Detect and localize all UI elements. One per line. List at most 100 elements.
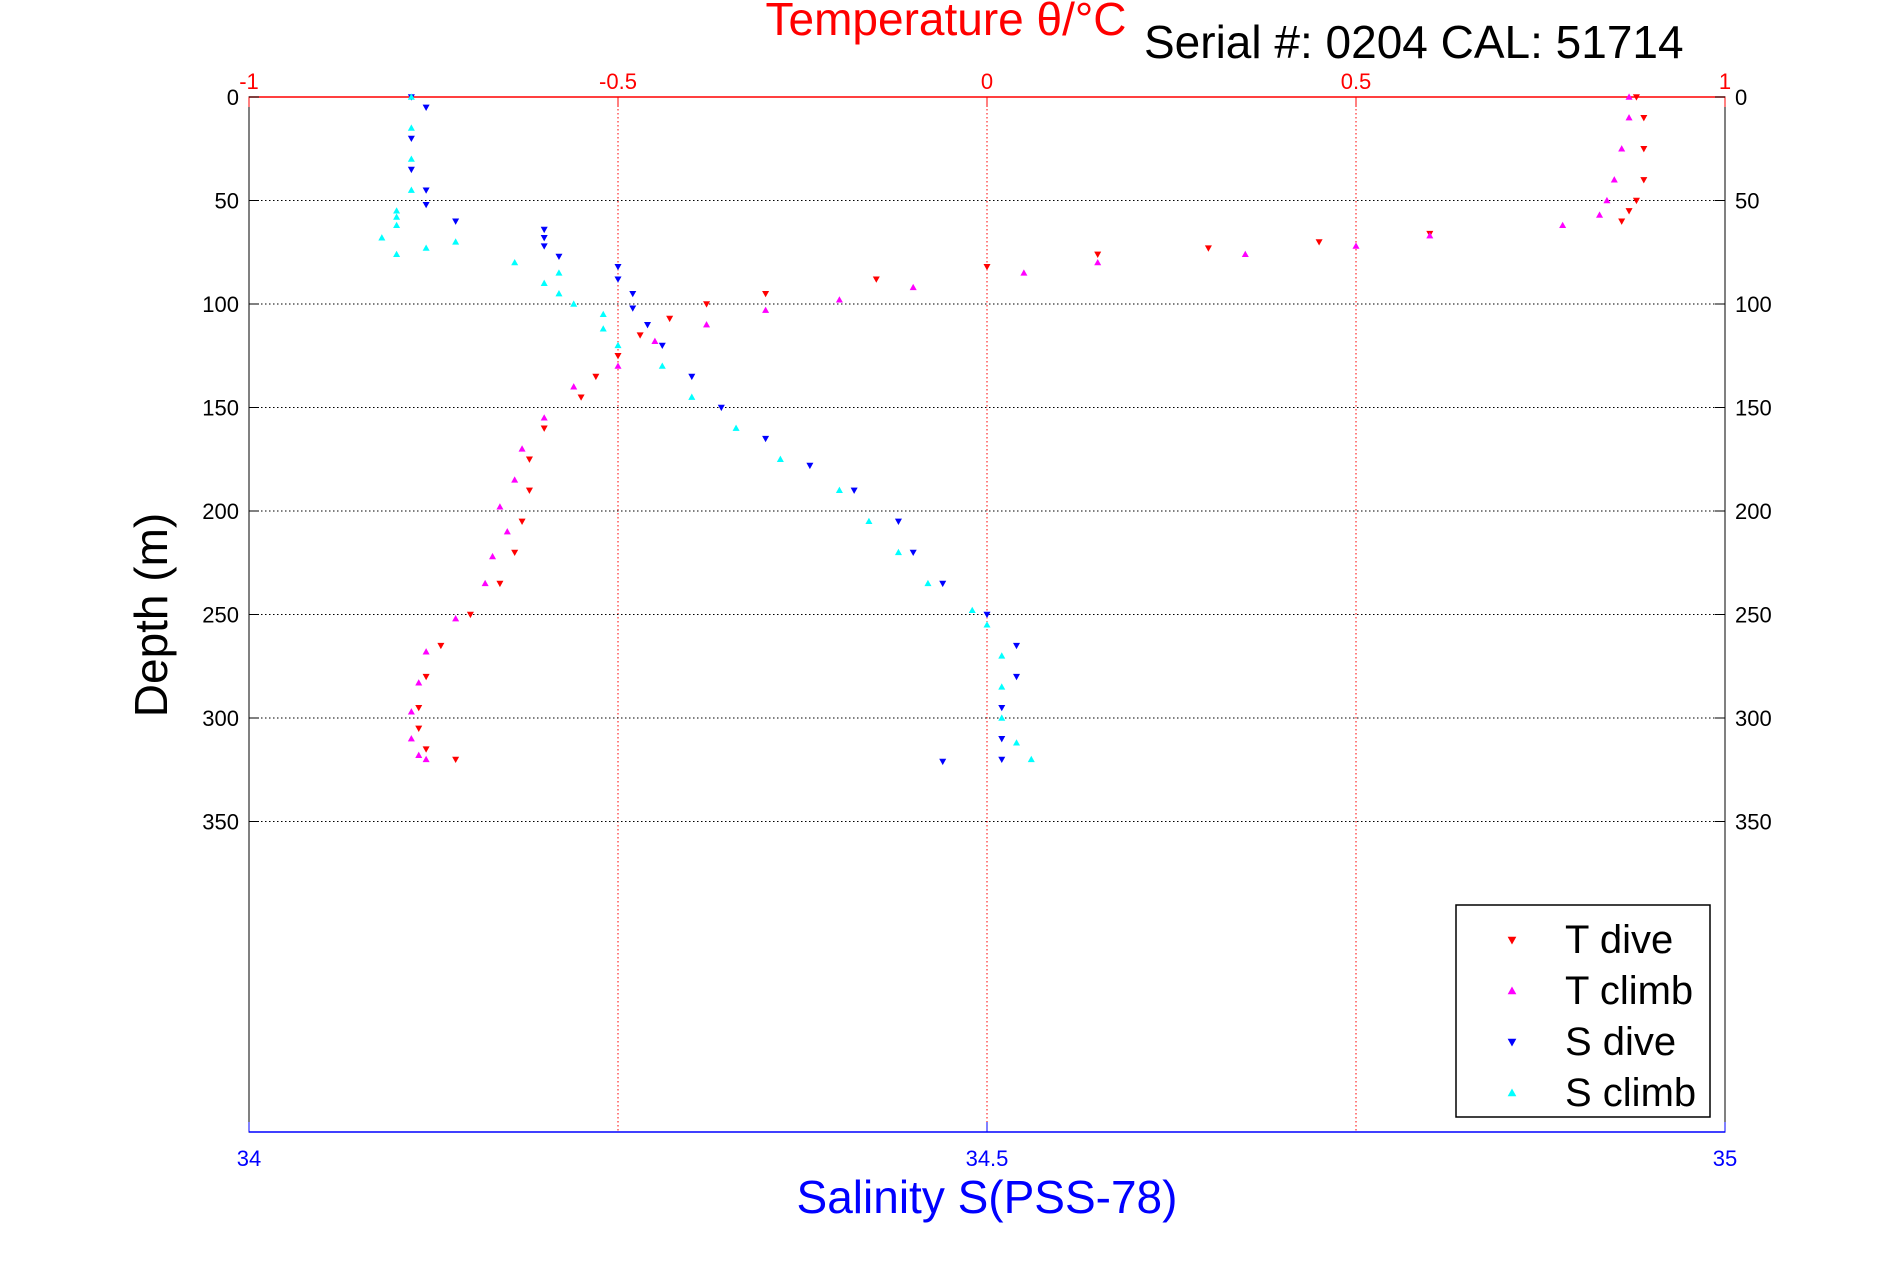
depth-tick-label-right: 0 [1735, 85, 1747, 110]
data-point [1640, 146, 1648, 153]
data-point [393, 221, 401, 229]
data-point [540, 226, 548, 234]
data-point [909, 549, 917, 557]
depth-axis-title: Depth (m) [125, 513, 177, 717]
legend: T dive T climb S dive S climb [1455, 904, 1711, 1118]
depth-tick-label-right: 300 [1735, 706, 1772, 731]
data-point [806, 462, 814, 470]
data-point [762, 435, 770, 443]
data-point [422, 673, 430, 681]
data-point [422, 187, 430, 194]
data-point [422, 755, 430, 763]
data-point [614, 276, 622, 283]
data-point [1618, 145, 1626, 152]
legend-label: S dive [1565, 1020, 1676, 1064]
salinity-tick-label: 34 [237, 1146, 261, 1171]
data-point [511, 476, 519, 483]
series-s-climb [378, 93, 1035, 763]
data-point [525, 456, 533, 463]
data-point [1013, 673, 1021, 681]
legend-marker [1507, 936, 1517, 945]
data-point [629, 290, 637, 298]
depth-tick-label-right: 50 [1735, 189, 1759, 214]
data-point [1020, 269, 1028, 276]
data-point [776, 455, 784, 462]
data-point [717, 404, 725, 412]
data-point [393, 250, 401, 258]
data-point [1632, 197, 1640, 205]
data-point [415, 725, 423, 732]
data-point [1426, 232, 1434, 239]
data-point [998, 683, 1006, 690]
data-point [998, 756, 1006, 764]
data-points [378, 93, 1648, 766]
depth-tick-label-left: 200 [202, 499, 239, 524]
data-point [1027, 755, 1035, 763]
depth-tick-label-left: 50 [215, 189, 239, 214]
data-point [1352, 242, 1360, 249]
data-point [452, 238, 460, 245]
data-point [983, 621, 991, 628]
data-point [968, 606, 976, 614]
temperature-tick-label: 0.5 [1341, 69, 1372, 94]
data-point [489, 552, 497, 560]
data-point [407, 155, 415, 162]
temperature-tick-label: -1 [239, 69, 259, 94]
data-point [1610, 176, 1618, 183]
legend-label: S climb [1565, 1071, 1696, 1115]
data-point [1094, 251, 1102, 258]
serial-cal-text: Serial #: 0204 CAL: 51714 [1144, 16, 1684, 68]
depth-tick-label-left: 0 [227, 85, 239, 110]
data-point [850, 487, 858, 494]
data-point [614, 264, 622, 271]
data-point [1013, 642, 1021, 650]
data-point [998, 735, 1006, 743]
data-point [407, 186, 415, 193]
data-point [422, 648, 430, 655]
data-point [1241, 250, 1249, 258]
depth-tick-label-left: 100 [202, 292, 239, 317]
data-point [393, 207, 401, 214]
data-point [1632, 94, 1640, 101]
data-point [540, 235, 548, 242]
data-point [835, 486, 843, 494]
temperature-tick-label: 0 [981, 69, 993, 94]
data-point [555, 290, 563, 297]
data-point [1625, 114, 1633, 121]
data-point [466, 611, 474, 619]
depth-tick-label-right: 100 [1735, 292, 1772, 317]
data-point [636, 332, 644, 339]
data-point [924, 579, 932, 587]
data-point [570, 383, 578, 390]
data-point [422, 201, 430, 209]
data-point [511, 549, 519, 557]
data-point [407, 708, 415, 715]
data-point [894, 548, 902, 556]
data-point [496, 580, 504, 588]
legend-label: T climb [1565, 969, 1693, 1013]
data-point [525, 487, 533, 494]
data-point [415, 751, 423, 758]
data-point [658, 362, 666, 369]
data-point [1640, 177, 1648, 184]
data-point [555, 269, 563, 276]
data-point [651, 337, 659, 344]
data-point [393, 213, 401, 220]
temperature-tick-label: 1 [1719, 69, 1731, 94]
legend-marker [1507, 1088, 1517, 1097]
data-point [518, 518, 526, 525]
data-point [422, 746, 430, 753]
salinity-axis-title: Salinity S(PSS-78) [797, 1171, 1178, 1223]
data-point [407, 166, 415, 174]
data-point [570, 300, 578, 307]
temperature-axis-title: Temperature θ/°C [766, 0, 1127, 45]
salinity-tick-label: 35 [1713, 1146, 1737, 1171]
data-point [1603, 196, 1611, 204]
data-point [909, 283, 917, 291]
data-point [407, 93, 415, 100]
data-point [511, 258, 519, 266]
data-point [983, 264, 991, 271]
data-point [452, 756, 460, 764]
data-point [1559, 221, 1567, 229]
data-point [437, 642, 445, 650]
